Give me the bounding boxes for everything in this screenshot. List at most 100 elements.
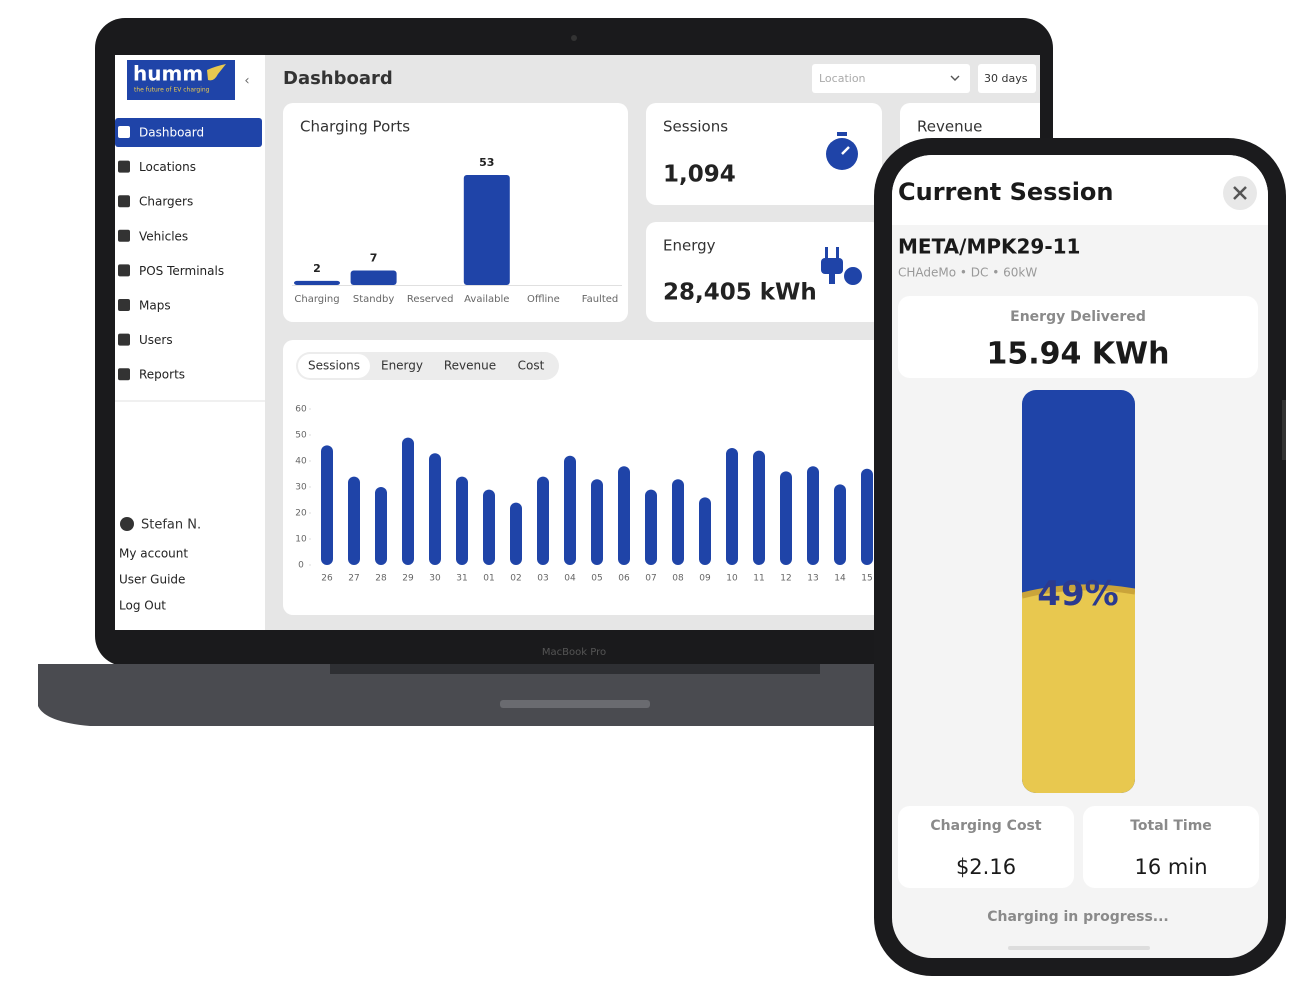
x-tick-label: 09 [699, 574, 711, 584]
energy-label: Energy Delivered [1010, 309, 1146, 325]
bar [510, 502, 522, 565]
bar [564, 455, 576, 565]
bar [618, 466, 630, 565]
charger-id: META/MPK29-11 [898, 235, 1080, 259]
x-tick-label: 08 [672, 574, 684, 584]
x-tick-label: 31 [456, 574, 467, 584]
bar [348, 476, 360, 565]
data-label: 2 [313, 262, 321, 275]
bar [591, 479, 603, 565]
laptop-label: MacBook Pro [542, 647, 606, 658]
tab[interactable]: Revenue [444, 359, 496, 373]
account-link[interactable]: Log Out [119, 599, 166, 613]
tab[interactable]: Cost [518, 359, 545, 373]
tab[interactable]: Sessions [308, 359, 360, 373]
nav-icon [118, 264, 130, 277]
x-tick-label: Standby [353, 294, 394, 305]
plug-pin [825, 247, 828, 258]
x-tick-label: 28 [375, 574, 387, 584]
bar [753, 450, 765, 565]
time-panel [1083, 806, 1259, 888]
nav-icon [118, 229, 130, 242]
plug-icon [821, 258, 843, 274]
bar [402, 437, 414, 565]
bar [780, 471, 792, 565]
x-tick-label: Faulted [582, 294, 619, 305]
logo-tagline: the future of EV charging [134, 87, 210, 94]
nav-item[interactable]: POS Terminals [139, 264, 224, 278]
timer-top [837, 132, 847, 136]
x-tick-label: 27 [348, 574, 359, 584]
nav-icon [118, 160, 130, 173]
bar [463, 175, 510, 285]
timer-hand [841, 146, 850, 155]
sessions-value: 1,094 [663, 162, 736, 188]
tab-active[interactable] [298, 354, 370, 378]
account-link[interactable]: My account [119, 547, 188, 561]
x-tick-label: 11 [753, 574, 764, 584]
energy-value: 28,405 kWh [663, 280, 817, 306]
chevron [950, 75, 960, 81]
collapse[interactable]: ‹ [244, 74, 249, 89]
phone-header [892, 155, 1268, 225]
bar [294, 280, 340, 285]
bar [350, 270, 397, 285]
x-tick-label: Reserved [407, 294, 454, 305]
energy-delivered: 15.94 KWh [986, 337, 1169, 372]
cost-panel [898, 806, 1074, 888]
x-tick-label: Available [464, 294, 509, 305]
laptop-base [38, 664, 1052, 726]
x-tick-label: 13 [807, 574, 818, 584]
cost-label: Charging Cost [930, 818, 1042, 834]
time-value: 16 min [1135, 855, 1208, 879]
x-tick-label: 01 [483, 574, 494, 584]
x-tick-label: 29 [402, 574, 414, 584]
hinge [330, 664, 820, 674]
location-placeholder: Location [819, 72, 866, 85]
ports-title: Charging Ports [300, 118, 410, 136]
nav-item[interactable]: Maps [139, 299, 171, 313]
bar [375, 487, 387, 565]
x-tick-label: 15 [861, 574, 872, 584]
user-icon [120, 517, 134, 531]
tab[interactable]: Energy [381, 359, 423, 373]
y-tick-label: 0 [298, 561, 304, 571]
nav-item[interactable]: Chargers [139, 195, 193, 209]
x-tick-label: 06 [618, 574, 630, 584]
energy-panel [898, 296, 1258, 378]
nav-icon [118, 333, 130, 346]
nav-item[interactable]: Reports [139, 368, 185, 382]
nav-item[interactable]: Users [139, 333, 173, 347]
nav-active[interactable] [115, 118, 262, 147]
nav-item[interactable]: Dashboard [139, 126, 204, 140]
account-link[interactable]: User Guide [119, 573, 185, 587]
phone-button [1282, 400, 1286, 460]
bar [429, 453, 441, 565]
phone-title: Current Session [898, 178, 1114, 206]
nav-item[interactable]: Vehicles [139, 229, 188, 243]
period-select[interactable] [978, 64, 1036, 93]
gauge-wave [1022, 584, 1135, 599]
bar [537, 476, 549, 565]
bar [645, 489, 657, 565]
x-tick-label: 14 [834, 574, 846, 584]
plug-pin [836, 247, 839, 258]
y-tick-label: 10 [295, 535, 307, 545]
sessions-card [646, 103, 882, 205]
y-tick-label: 30 [295, 483, 307, 493]
gauge-fill [1022, 587, 1135, 793]
bar [726, 448, 738, 565]
location-select[interactable] [812, 64, 970, 93]
chart-card [283, 340, 1040, 615]
status: Charging in progress... [987, 909, 1169, 925]
nav-icon [118, 195, 130, 208]
x-tick-label: 26 [321, 574, 333, 584]
y-tick-label: 60 [295, 405, 307, 415]
nav-item[interactable]: Locations [139, 160, 196, 174]
plug-cord [829, 274, 835, 284]
logo-bird [207, 64, 226, 81]
bar [456, 476, 468, 565]
user-name: Stefan N. [141, 518, 201, 533]
y-tick-label: 40 [295, 457, 307, 467]
